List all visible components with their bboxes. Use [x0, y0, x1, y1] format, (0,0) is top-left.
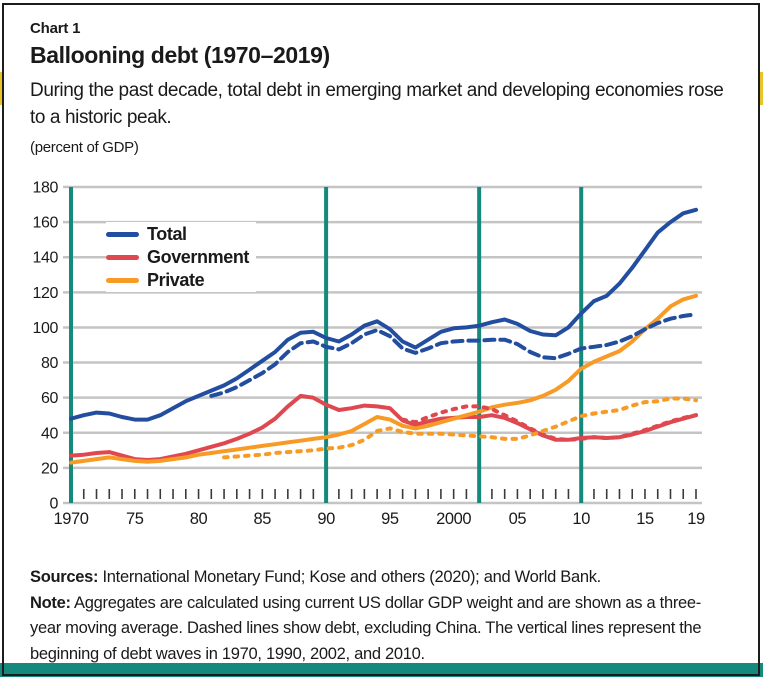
note-label: Note:: [30, 593, 71, 612]
series-private: [69, 293, 698, 465]
series-government: [69, 393, 698, 462]
note-text: Aggregates are calculated using current …: [30, 593, 702, 663]
legend-swatch-total: [106, 231, 139, 237]
sources-label: Sources:: [30, 568, 99, 586]
chart-title: Ballooning debt (1970–2019): [30, 42, 330, 68]
unit-label: (percent of GDP): [30, 139, 139, 156]
svg-text:120: 120: [33, 285, 59, 302]
svg-text:100: 100: [33, 320, 59, 337]
legend-label: Total: [147, 223, 187, 244]
source-note-block: Sources: International Monetary Fund; Ko…: [30, 565, 728, 667]
chart-legend: Total Government Private: [106, 222, 256, 292]
x-axis-labels: 1970 75 80 85 90 95 2000 05 10 15 19: [53, 510, 705, 528]
series-private-excluding-china: [222, 396, 698, 460]
left-edge-accent: [0, 72, 4, 105]
svg-text:95: 95: [381, 510, 399, 528]
x-axis-year-ticks: [70, 489, 697, 499]
svg-text:80: 80: [41, 355, 58, 372]
svg-text:180: 180: [33, 180, 59, 197]
svg-text:90: 90: [317, 510, 335, 528]
debt-line-chart: 0 20 40 60 80 100 120 140 160 180 1970 75 80 85 90 95 20…: [33, 180, 706, 529]
svg-text:19: 19: [687, 510, 705, 528]
svg-text:80: 80: [190, 510, 208, 528]
svg-text:160: 160: [33, 215, 59, 232]
svg-text:20: 20: [41, 460, 58, 477]
series-total: [69, 207, 698, 422]
svg-text:2000: 2000: [436, 510, 471, 528]
svg-text:10: 10: [572, 510, 590, 528]
right-edge-accent: [759, 72, 763, 105]
legend-swatch-private: [106, 277, 139, 283]
svg-text:85: 85: [254, 510, 272, 528]
legend-label: Government: [147, 246, 250, 267]
chart-number-label: Chart 1: [30, 20, 81, 37]
sources-text: International Monetary Fund; Kose and ot…: [98, 568, 602, 586]
series-government-excluding-china: [400, 404, 698, 442]
svg-text:0: 0: [50, 496, 59, 513]
legend-item-total: Total: [106, 223, 256, 245]
svg-text:15: 15: [636, 510, 654, 528]
legend-swatch-government: [106, 254, 139, 260]
svg-text:40: 40: [41, 425, 58, 442]
svg-text:1970: 1970: [53, 510, 88, 528]
legend-item-government: Government: [106, 246, 256, 268]
svg-text:60: 60: [41, 390, 58, 407]
gridlines: [63, 185, 702, 505]
series-total-excluding-china: [209, 312, 698, 398]
svg-text:75: 75: [126, 510, 144, 528]
y-axis-labels: 0 20 40 60 80 100 120 140 160 180: [33, 180, 59, 513]
bottom-accent-bar: [0, 663, 763, 677]
svg-text:140: 140: [33, 250, 59, 267]
chart-subtitle: During the past decade, total debt in em…: [30, 80, 724, 128]
legend-label: Private: [147, 269, 205, 290]
legend-item-private: Private: [106, 269, 256, 291]
svg-text:05: 05: [509, 510, 527, 528]
